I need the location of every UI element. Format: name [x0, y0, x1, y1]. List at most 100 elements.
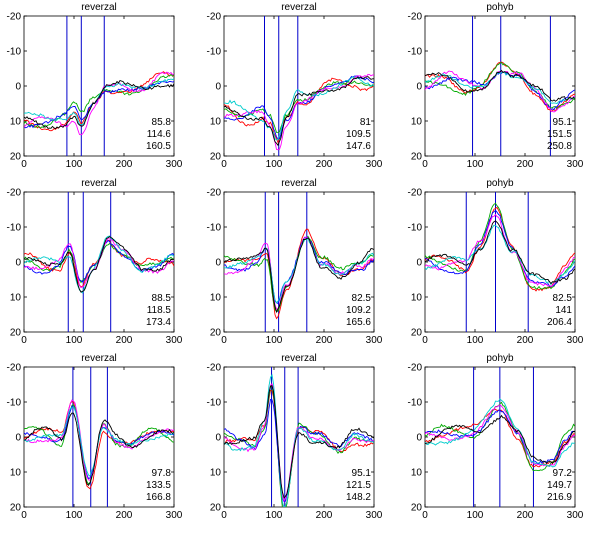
latency-annotation: 95.1 [352, 468, 372, 479]
y-tick-label: 20 [210, 328, 222, 339]
x-tick-label: 0 [422, 335, 428, 346]
trace-line [224, 237, 374, 314]
trace-line [224, 77, 374, 144]
trace-line [425, 202, 575, 290]
latency-annotation: 95.1 [553, 117, 573, 128]
x-tick-label: 200 [517, 510, 534, 521]
panel-title: reverzal [81, 178, 117, 189]
y-tick-label: 10 [210, 468, 222, 479]
y-tick-label: -20 [207, 363, 222, 374]
latency-annotation: 149.7 [547, 480, 572, 491]
trace-line [24, 79, 174, 130]
x-tick-label: 300 [366, 335, 383, 346]
latency-annotation: 173.4 [146, 317, 171, 328]
trace-line [24, 406, 174, 477]
y-tick-label: 0 [215, 433, 221, 444]
y-tick-label: -20 [207, 12, 222, 23]
y-tick-label: 20 [411, 152, 423, 163]
trace-line [224, 76, 374, 147]
trace-line [425, 70, 575, 113]
trace-line [24, 235, 174, 294]
latency-annotation: 147.6 [346, 141, 371, 152]
y-tick-label: 20 [210, 152, 222, 163]
y-tick-label: 0 [416, 433, 422, 444]
trace-line [425, 213, 575, 288]
x-tick-label: 200 [316, 335, 333, 346]
y-tick-label: 20 [10, 503, 22, 514]
y-tick-label: 10 [411, 117, 423, 128]
y-tick-label: 10 [411, 293, 423, 304]
trace-line [425, 71, 575, 105]
trace-line [224, 398, 374, 503]
chart-panel-1: reverzal 0 100 200 300 -20 -10 0 10 20 85.8114.616… [7, 2, 183, 170]
latency-annotation: 97.2 [553, 468, 573, 479]
y-tick-label: -10 [7, 223, 22, 234]
y-tick-label: -10 [207, 398, 222, 409]
x-tick-label: 200 [316, 510, 333, 521]
x-tick-label: 0 [422, 510, 428, 521]
chart-panel-7: reverzal 0 100 200 300 -20 -10 0 10 20 97.8133.516… [7, 353, 183, 521]
chart-panel-5: reverzal 0 100 200 300 -20 -10 0 10 20 82.5109.216… [207, 178, 383, 346]
trace-line [24, 236, 174, 293]
y-tick-label: -20 [207, 188, 222, 199]
latency-annotation: 85.8 [152, 117, 172, 128]
trace-line [425, 220, 575, 285]
y-tick-label: 10 [10, 468, 22, 479]
latency-annotation: 165.6 [346, 317, 371, 328]
panel-title: pohyb [486, 353, 514, 364]
x-tick-label: 0 [21, 510, 27, 521]
latency-annotation: 121.5 [346, 480, 371, 491]
trace-line [224, 73, 374, 151]
trace-line [224, 76, 374, 141]
trace-line [425, 70, 575, 111]
chart-panel-2: reverzal 0 100 200 300 -20 -10 0 10 20 81109.5147.… [207, 2, 383, 170]
y-tick-label: -10 [7, 47, 22, 58]
trace-line [24, 78, 174, 126]
latency-annotation: 250.8 [547, 141, 572, 152]
trace-line [24, 239, 174, 288]
y-tick-label: -10 [207, 223, 222, 234]
x-tick-label: 200 [116, 335, 133, 346]
trace-line [425, 61, 575, 113]
x-tick-label: 100 [266, 335, 283, 346]
y-tick-label: -10 [207, 47, 222, 58]
y-tick-label: -10 [408, 47, 423, 58]
trace-line [425, 224, 575, 286]
latency-annotation: 114.6 [147, 129, 172, 140]
panel-title: reverzal [81, 2, 117, 13]
y-tick-label: -20 [408, 363, 423, 374]
latency-annotation: 133.5 [146, 480, 171, 491]
y-tick-label: 20 [10, 328, 22, 339]
x-tick-label: 0 [221, 159, 227, 170]
y-tick-label: 20 [210, 503, 222, 514]
y-tick-label: -10 [408, 398, 423, 409]
y-tick-label: 10 [411, 468, 423, 479]
y-tick-label: 10 [210, 117, 222, 128]
y-tick-label: -10 [408, 223, 423, 234]
latency-annotation: 141 [555, 305, 572, 316]
x-tick-label: 0 [221, 335, 227, 346]
y-tick-label: 0 [215, 258, 221, 269]
x-tick-label: 100 [266, 510, 283, 521]
x-tick-label: 300 [166, 159, 183, 170]
x-tick-label: 100 [467, 335, 484, 346]
y-tick-label: 10 [10, 293, 22, 304]
latency-annotation: 160.5 [146, 141, 171, 152]
latency-annotation: 148.2 [346, 492, 371, 503]
chart-panel-8: reverzal 0 100 200 300 -20 -10 0 10 20 95.1121.514… [207, 353, 383, 521]
x-tick-label: 200 [116, 510, 133, 521]
y-tick-label: 0 [416, 82, 422, 93]
x-tick-label: 100 [467, 510, 484, 521]
trace-line [425, 69, 575, 102]
trace-line [24, 238, 174, 289]
x-tick-label: 0 [21, 159, 27, 170]
trace-line [425, 409, 575, 465]
y-tick-label: 0 [15, 258, 21, 269]
x-tick-label: 300 [567, 335, 584, 346]
x-tick-label: 200 [517, 335, 534, 346]
x-tick-label: 100 [66, 510, 83, 521]
x-tick-label: 200 [316, 159, 333, 170]
x-tick-label: 100 [467, 159, 484, 170]
